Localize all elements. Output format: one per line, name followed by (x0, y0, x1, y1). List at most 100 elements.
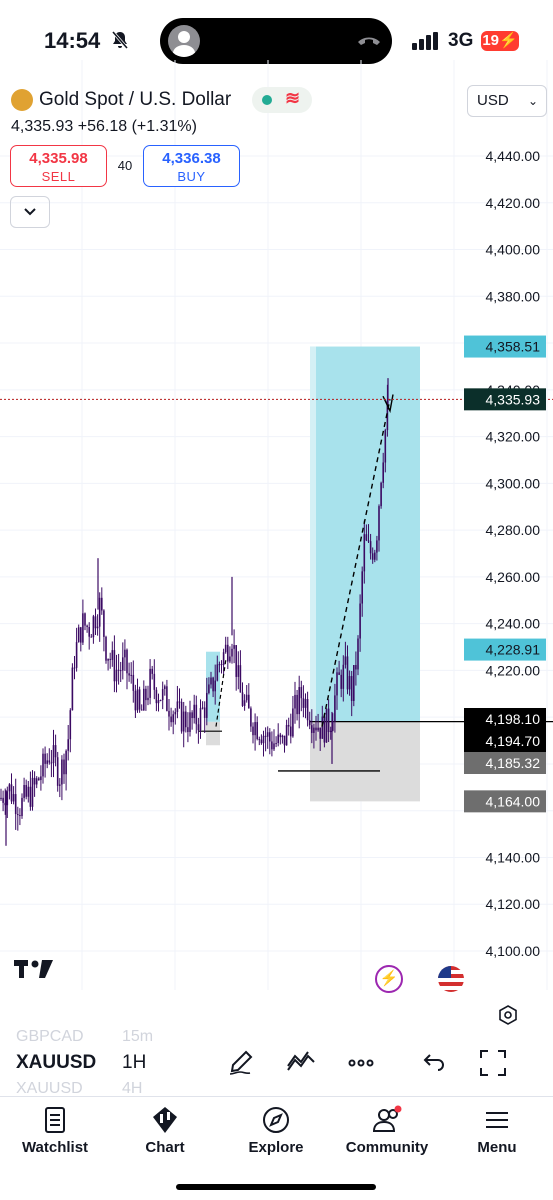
bell-muted-icon (111, 31, 129, 49)
candle-body (14, 794, 17, 815)
toolbar-symbol[interactable]: XAUUSD (16, 1052, 97, 1073)
candle-body (380, 482, 382, 507)
fullscreen-icon[interactable] (478, 1048, 508, 1078)
candle-body (252, 726, 254, 736)
market-status-badge[interactable]: ≋ (252, 87, 312, 113)
candle-body (191, 712, 193, 719)
candle-body (157, 700, 160, 704)
candle-body (23, 785, 25, 798)
candle-body (203, 707, 206, 718)
candle-body (103, 610, 105, 637)
candle-body (80, 627, 82, 643)
candle-body (119, 670, 122, 672)
symbol-title[interactable]: Gold Spot / U.S. Dollar (39, 89, 232, 110)
chart-icon (153, 1107, 177, 1133)
candle-body (69, 710, 72, 740)
candle-body (101, 597, 103, 611)
candle-body (269, 732, 271, 742)
candle-body (151, 668, 153, 674)
candle-body (25, 785, 27, 797)
candle-body (12, 794, 15, 802)
candle-body (111, 650, 114, 660)
candles (0, 378, 389, 846)
candle-body (149, 668, 151, 698)
currency-select[interactable]: USD ⌄ (467, 85, 547, 117)
candle-body (63, 759, 65, 775)
candle-body (206, 692, 208, 718)
candle-body (273, 743, 275, 750)
tab-label: Watchlist (21, 1139, 89, 1156)
candle-body (92, 616, 95, 638)
tab-watchlist[interactable]: Watchlist (0, 1097, 110, 1156)
indicators-icon[interactable] (286, 1048, 316, 1078)
candle-body (283, 735, 286, 746)
candle-body (275, 743, 277, 745)
dynamic-island[interactable] (160, 18, 392, 64)
candle-body (138, 689, 141, 710)
candle-body (65, 750, 67, 775)
tradingview-logo-icon (14, 960, 53, 978)
candle-body (170, 716, 172, 723)
candle-body (168, 710, 170, 717)
sell-button[interactable]: 4,335.98 SELL (10, 145, 107, 187)
price-change: +56.18 (+1.31%) (77, 118, 197, 135)
candle-body (256, 722, 258, 740)
tab-community[interactable]: Community (332, 1097, 442, 1156)
candle-body (311, 725, 313, 733)
candle-body (334, 695, 336, 722)
candle-body (361, 571, 363, 604)
candle-body (46, 760, 48, 764)
collapse-button[interactable] (10, 196, 50, 228)
candle-body (371, 553, 374, 560)
tab-menu[interactable]: Menu (442, 1097, 552, 1156)
candle-body (277, 734, 279, 744)
candle-body (317, 727, 319, 731)
candle-body (281, 735, 284, 738)
pen-icon[interactable] (226, 1048, 256, 1078)
phone-hangup-icon[interactable] (356, 32, 382, 50)
candle-body (38, 778, 40, 781)
candle-body (342, 664, 345, 689)
ghost-symbol: GBPCAD (16, 1028, 84, 1045)
candle-body (279, 734, 282, 738)
candle-body (292, 708, 294, 737)
candle-body (336, 672, 338, 696)
candle-body (231, 648, 233, 657)
candle-body (44, 753, 46, 764)
buy-button[interactable]: 4,336.38 BUY (143, 145, 240, 187)
small-projection-line (215, 658, 227, 727)
candle-body (243, 700, 246, 706)
flash-icon[interactable]: ⚡ (375, 965, 403, 993)
candle-body (245, 694, 248, 701)
candle-body (304, 699, 307, 708)
candle-body (350, 676, 353, 701)
candle-body (73, 667, 76, 669)
candle-body (61, 759, 63, 785)
candle-body (6, 791, 9, 806)
chevron-down-icon (24, 208, 36, 216)
tab-chart[interactable]: Chart (110, 1097, 220, 1156)
candle-body (187, 727, 189, 733)
price-chart[interactable]: 4,440.004,420.004,400.004,380.004,340.00… (0, 0, 553, 1000)
sell-label: SELL (41, 169, 76, 184)
home-indicator (176, 1184, 376, 1190)
candle-body (124, 649, 126, 658)
network-type: 3G (448, 30, 474, 51)
tab-explore[interactable]: Explore (221, 1097, 331, 1156)
candle-body (117, 669, 120, 671)
price-label-bg (464, 752, 546, 774)
candle-body (161, 689, 164, 701)
settings-icon[interactable] (497, 1004, 519, 1026)
candle-body (29, 786, 32, 807)
candle-body (48, 760, 51, 763)
more-icon[interactable] (346, 1048, 376, 1078)
candle-body (340, 674, 342, 689)
y-axis-tick: 4,260.00 (486, 569, 541, 585)
position-edge (310, 346, 316, 722)
toolbar-interval[interactable]: 1H (122, 1052, 147, 1073)
candle-body (218, 664, 221, 666)
candle-body (227, 644, 229, 662)
candle-body (10, 784, 13, 802)
us-flag-icon[interactable] (438, 966, 464, 992)
undo-icon[interactable] (418, 1048, 448, 1078)
